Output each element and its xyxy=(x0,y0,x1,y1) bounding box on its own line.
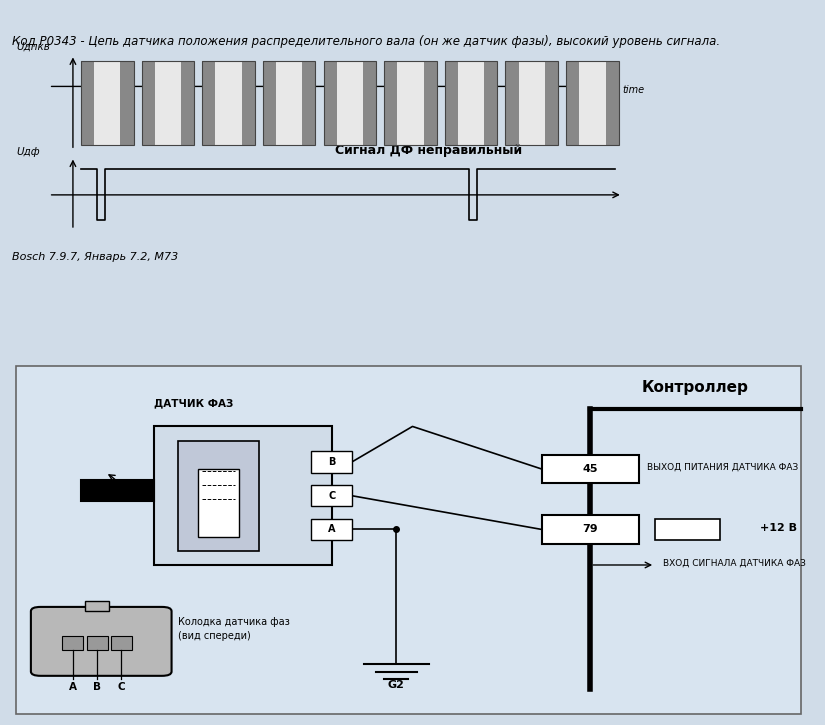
Text: Контроллер: Контроллер xyxy=(642,380,749,395)
Text: C: C xyxy=(328,491,335,501)
Bar xyxy=(142,61,194,146)
Text: B: B xyxy=(328,457,335,467)
Bar xyxy=(215,61,242,146)
Text: Bosch 7.9.7, Январь 7.2, М73: Bosch 7.9.7, Январь 7.2, М73 xyxy=(12,252,178,262)
Bar xyxy=(312,485,352,506)
Text: Uдф: Uдф xyxy=(16,146,40,157)
Text: ВХОД СИГНАЛА ДАТЧИКА ФАЗ: ВХОД СИГНАЛА ДАТЧИКА ФАЗ xyxy=(663,559,806,568)
Bar xyxy=(263,61,315,146)
Bar xyxy=(312,519,352,540)
Bar xyxy=(202,61,255,146)
Bar xyxy=(263,61,315,146)
Bar xyxy=(384,61,436,146)
Text: ВЫХОД ПИТАНИЯ ДАТЧИКА ФАЗ: ВЫХОД ПИТАНИЯ ДАТЧИКА ФАЗ xyxy=(647,463,799,472)
Text: Колодка датчика фаз
(вид спереди): Колодка датчика фаз (вид спереди) xyxy=(178,617,290,641)
Text: +12 В: +12 В xyxy=(760,523,797,533)
Bar xyxy=(142,61,155,146)
Bar xyxy=(363,61,376,146)
Bar xyxy=(81,61,94,146)
Bar xyxy=(445,61,458,146)
Bar xyxy=(202,61,255,146)
FancyBboxPatch shape xyxy=(31,607,172,676)
Bar xyxy=(111,636,132,650)
Bar xyxy=(242,61,255,146)
Text: B: B xyxy=(93,682,101,692)
Text: 45: 45 xyxy=(582,464,598,474)
Bar xyxy=(323,61,376,146)
Bar xyxy=(81,61,134,146)
Bar xyxy=(445,61,497,146)
Bar xyxy=(263,61,276,146)
Text: Код P0343 - Цепь датчика положения распределительного вала (он же датчик фазы), : Код P0343 - Цепь датчика положения распр… xyxy=(12,36,720,49)
Bar xyxy=(544,61,558,146)
Text: G2: G2 xyxy=(388,681,405,690)
Bar xyxy=(81,480,153,501)
Bar xyxy=(445,61,497,146)
Bar xyxy=(506,61,558,146)
Bar xyxy=(542,515,639,544)
Bar xyxy=(384,61,436,146)
Bar xyxy=(198,469,238,536)
Bar xyxy=(153,426,332,565)
Bar xyxy=(81,61,134,146)
Bar xyxy=(178,441,259,551)
Bar xyxy=(85,600,109,611)
Bar xyxy=(542,455,639,484)
Text: A: A xyxy=(328,524,336,534)
Bar xyxy=(181,61,194,146)
Bar xyxy=(276,61,302,146)
Text: Сигнал ДФ неправильный: Сигнал ДФ неправильный xyxy=(335,144,522,157)
Bar xyxy=(323,61,376,146)
Text: 79: 79 xyxy=(582,524,598,534)
Bar xyxy=(63,636,83,650)
Bar xyxy=(155,61,181,146)
Bar xyxy=(519,61,544,146)
Bar xyxy=(484,61,497,146)
Bar xyxy=(566,61,619,146)
Bar xyxy=(384,61,398,146)
Text: A: A xyxy=(69,682,77,692)
Bar xyxy=(398,61,423,146)
Text: time: time xyxy=(623,85,645,94)
Bar xyxy=(506,61,519,146)
Bar xyxy=(337,61,363,146)
Bar xyxy=(655,519,719,540)
Bar xyxy=(566,61,579,146)
Bar xyxy=(87,636,108,650)
Bar xyxy=(202,61,215,146)
Text: Uдпкв: Uдпкв xyxy=(16,41,50,51)
Bar xyxy=(323,61,337,146)
Bar xyxy=(606,61,619,146)
Bar xyxy=(566,61,619,146)
Bar xyxy=(302,61,315,146)
Text: ДАТЧИК ФАЗ: ДАТЧИК ФАЗ xyxy=(153,398,233,408)
Bar xyxy=(423,61,436,146)
Bar xyxy=(94,61,120,146)
Bar xyxy=(458,61,484,146)
Bar xyxy=(142,61,194,146)
Bar xyxy=(312,451,352,473)
Bar xyxy=(506,61,558,146)
Bar xyxy=(120,61,134,146)
Text: C: C xyxy=(118,682,125,692)
Bar xyxy=(579,61,606,146)
